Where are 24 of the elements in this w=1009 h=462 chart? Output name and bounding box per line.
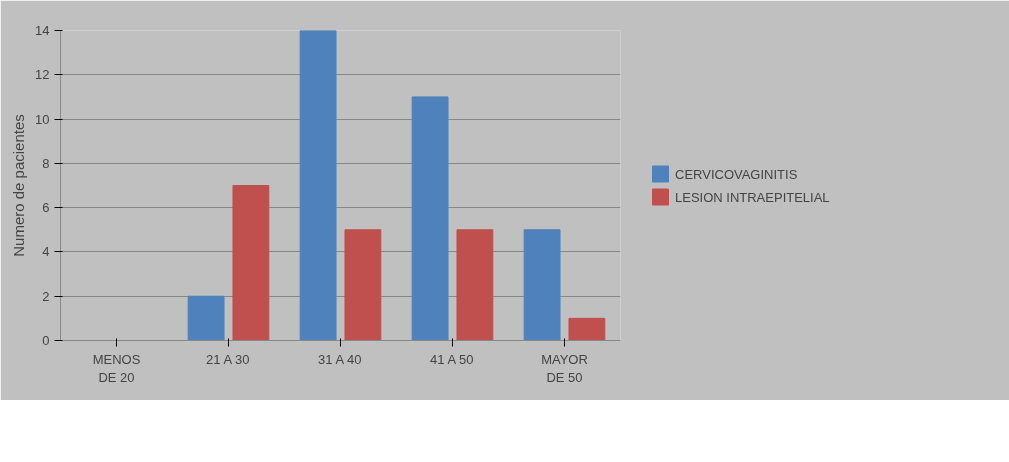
y-tick-label: 14 <box>35 23 50 38</box>
bar <box>187 295 225 341</box>
y-tick-label: 8 <box>42 155 50 171</box>
x-tick-label: 41 A 50 <box>430 351 474 367</box>
x-tick-label: MAYOR DE 50 <box>541 351 588 385</box>
y-tick-label: 6 <box>42 200 50 216</box>
y-tick-label: 10 <box>35 111 50 127</box>
bar <box>299 30 337 341</box>
bar <box>232 185 270 341</box>
bar <box>568 317 606 341</box>
bar <box>523 229 561 341</box>
bar <box>411 96 449 341</box>
y-tick-label: 4 <box>42 244 50 260</box>
legend-label: CERVICOVAGINITIS <box>675 166 798 181</box>
y-axis-title: Numero de pacientes <box>10 114 28 257</box>
legend-label: LESION INTRAEPITELIAL <box>675 189 830 204</box>
y-tick-label: 12 <box>35 67 50 83</box>
y-tick-label: 0 <box>42 333 50 348</box>
y-tick-label: 2 <box>42 288 50 304</box>
x-tick-label: 21 A 30 <box>206 351 250 367</box>
bar <box>456 229 494 341</box>
x-tick-label: 31 A 40 <box>318 351 362 367</box>
x-tick-label: MENOS DE 20 <box>92 351 141 385</box>
bar <box>344 229 382 341</box>
